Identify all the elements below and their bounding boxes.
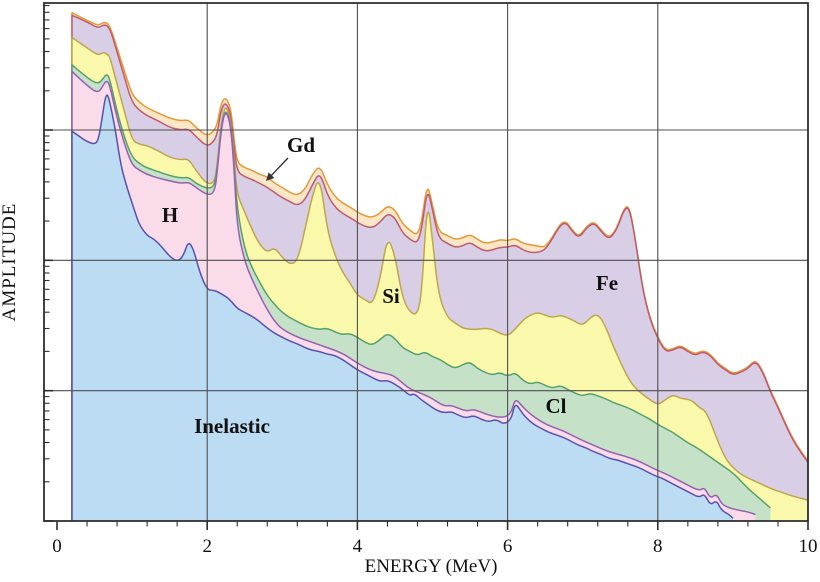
- gridlines: [44, 3, 808, 521]
- area-label-inelastic: Inelastic: [194, 414, 270, 438]
- area-outline-fe: [71, 14, 809, 521]
- area-label-cl: Cl: [546, 394, 567, 418]
- area-outline-gd: [71, 11, 809, 521]
- x-tick-labels: 0 2 4 6 8 10: [52, 536, 817, 557]
- x-tick-label: 8: [653, 536, 663, 557]
- area-outline-h: [71, 70, 756, 521]
- y-axis-label: AMPLITUDE: [0, 203, 20, 322]
- axis-ticks: [44, 5, 809, 530]
- area-inelastic: [72, 95, 733, 522]
- series-fills: [71, 11, 809, 522]
- area-label-fe: Fe: [596, 271, 618, 295]
- gd-annotation-label: Gd: [287, 133, 315, 157]
- x-tick-label: 10: [799, 536, 818, 557]
- x-axis-label: ENERGY (MeV): [365, 556, 498, 577]
- area-outline-inelastic: [71, 94, 734, 521]
- x-tick-label: 2: [202, 536, 212, 557]
- area-label-h: H: [162, 203, 178, 227]
- x-tick-label: 6: [503, 536, 513, 557]
- gd-annotation-arrow: [266, 157, 289, 181]
- area-annotations: Inelastic H Si Fe Cl Gd: [162, 133, 618, 438]
- x-tick-label: 0: [52, 536, 62, 557]
- x-tick-label: 4: [353, 536, 363, 557]
- area-label-si: Si: [382, 284, 400, 308]
- area-outline-cl: [71, 64, 771, 521]
- area-outline-si: [71, 36, 809, 521]
